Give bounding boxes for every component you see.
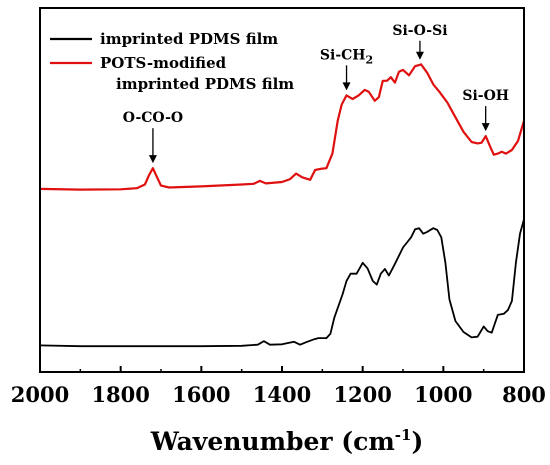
x-tick-label-1000: 1000 [414, 382, 472, 407]
annotation-arrow-head-4 [481, 123, 490, 132]
annotation-label-1: O-CO-O [123, 110, 183, 126]
annotation-label-3: Si-O-Si [392, 23, 447, 39]
x-tick-label-1800: 1800 [91, 382, 149, 407]
legend-label-2: POTS-modified [100, 54, 227, 72]
x-tick-label-1200: 1200 [333, 382, 391, 407]
annotation-label-2: Si-CH2 [320, 47, 373, 66]
peak-annotations: O-CO-O Si-CH2 Si-O-Si Si-OH [123, 23, 509, 164]
x-tick-label-800: 800 [502, 382, 546, 407]
legend: imprinted PDMS film POTS-modified imprinte… [50, 30, 294, 93]
x-axis-tick-labels: 2000 1800 1600 1400 1200 1000 800 [11, 382, 546, 407]
plot-frame [39, 7, 525, 373]
series-line-1 [39, 218, 525, 348]
legend-label-2-line-2: imprinted PDMS film [116, 75, 294, 93]
x-tick-label-2000: 2000 [11, 382, 69, 407]
annotation-label-4: Si-OH [462, 88, 509, 104]
series-line-2 [39, 63, 526, 191]
x-tick-label-1400: 1400 [253, 382, 311, 407]
x-axis-title: Wavenumber (cm-1) [150, 426, 424, 456]
annotation-arrow-head-3 [415, 51, 424, 60]
legend-label-1: imprinted PDMS film [100, 30, 278, 48]
x-tick-label-1600: 1600 [172, 382, 230, 407]
annotation-arrow-head-2 [342, 82, 351, 91]
series-lines [39, 63, 526, 348]
annotation-arrow-head-1 [148, 155, 157, 164]
